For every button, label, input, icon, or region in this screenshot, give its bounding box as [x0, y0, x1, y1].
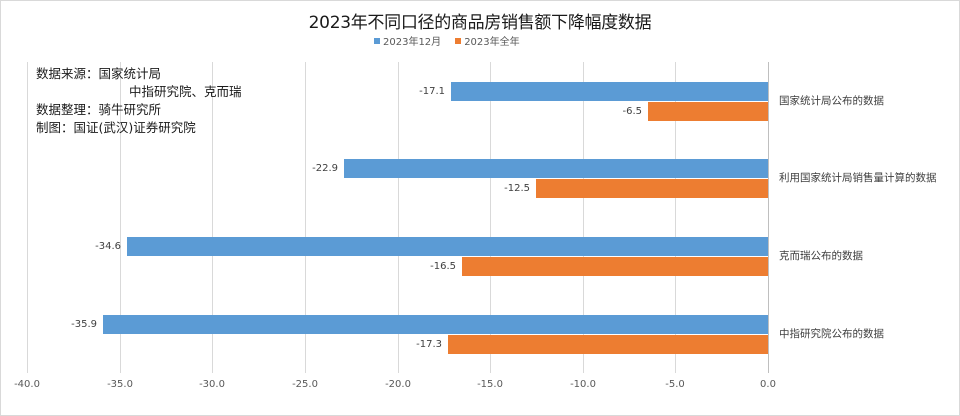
data-label: -35.9	[71, 319, 97, 330]
category-label: 中指研究院公布的数据	[779, 328, 884, 340]
data-label: -34.6	[95, 241, 121, 252]
data-label: -16.5	[430, 261, 456, 272]
bar-dec	[127, 237, 768, 256]
note-chartmaker: 制图：国证(武汉)证券研究院	[36, 120, 196, 135]
x-tick-label: 0.0	[760, 379, 776, 390]
bar-dec	[451, 82, 768, 101]
data-label: -6.5	[622, 106, 642, 117]
bar-year	[536, 179, 768, 198]
legend-label: 2023年全年	[464, 37, 520, 48]
gridline	[212, 62, 213, 373]
legend-swatch-orange-icon	[455, 37, 462, 44]
note-source: 数据来源：国家统计局	[36, 66, 162, 81]
category-label: 克而瑞公布的数据	[779, 250, 863, 262]
gridline	[583, 62, 584, 373]
bar-year	[448, 335, 768, 354]
chart-title: 2023年不同口径的商品房销售额下降幅度数据	[308, 13, 652, 33]
data-label: -12.5	[504, 183, 530, 194]
note-compiler: 数据整理：骑牛研究所	[36, 102, 162, 117]
y-axis-line	[768, 62, 769, 373]
x-tick-label: -35.0	[107, 379, 133, 390]
legend-swatch-blue-icon	[374, 37, 380, 44]
data-label: -22.9	[312, 163, 338, 174]
note-source-cont: 中指研究院、克而瑞	[129, 84, 242, 99]
legend-label: 2023年12月	[383, 37, 442, 48]
category-label: 国家统计局公布的数据	[779, 95, 884, 107]
gridline	[120, 62, 121, 373]
bar-year	[462, 257, 768, 276]
legend-item-dec: 2023年12月	[374, 33, 441, 48]
bar-dec	[344, 159, 768, 178]
plot-area: -17.1 -6.5 国家统计局公布的数据 -22.9 -12.5 利用国家统计局销售量计…	[0, 62, 960, 373]
gridline	[27, 62, 28, 373]
bar-dec	[103, 315, 768, 334]
gridline	[675, 62, 676, 373]
x-tick-label: -15.0	[477, 379, 503, 390]
legend-item-year: 2023年全年	[455, 33, 520, 48]
source-notes: 数据来源：国家统计局 中指研究院、克而瑞 数据整理：骑牛研究所 制图：国证(武汉…	[36, 65, 242, 137]
gridline	[305, 62, 306, 373]
gridline	[398, 62, 399, 373]
x-tick-label: -40.0	[14, 379, 40, 390]
bar-year	[648, 102, 768, 121]
x-tick-label: -5.0	[665, 379, 685, 390]
x-tick-label: -10.0	[570, 379, 596, 390]
category-label: 利用国家统计局销售量计算的数据	[779, 172, 937, 184]
data-label: -17.1	[419, 86, 445, 97]
x-tick-label: -30.0	[199, 379, 225, 390]
gridline	[490, 62, 491, 373]
data-label: -17.3	[416, 339, 442, 350]
x-tick-label: -25.0	[292, 379, 318, 390]
x-tick-label: -20.0	[385, 379, 411, 390]
legend: 2023年12月 2023年全年	[374, 33, 520, 48]
